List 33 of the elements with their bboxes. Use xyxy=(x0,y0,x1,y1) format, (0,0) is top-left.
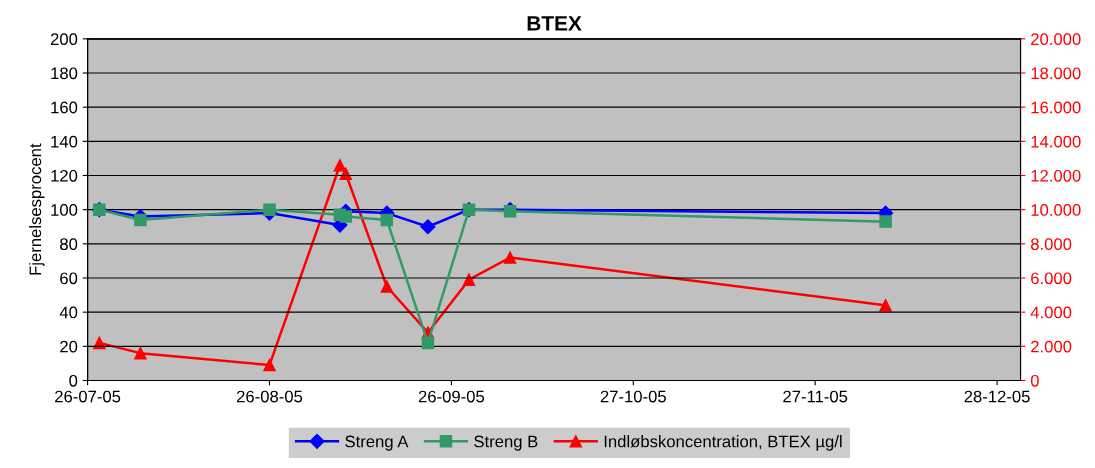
y-axis-title: Fjernelsesprocent xyxy=(28,143,45,275)
legend-label: Indløbskoncentration, BTEX µg/l xyxy=(604,435,842,451)
legend-label: Streng A xyxy=(345,435,409,451)
y2-tick-label: 18.000 xyxy=(1031,67,1081,80)
y2-tick-label: 2.000 xyxy=(1031,340,1072,353)
y-tick-label: 60 xyxy=(60,272,78,285)
y2-tick-label: 20.000 xyxy=(1031,33,1081,46)
y2-tick-label: 4.000 xyxy=(1030,306,1072,319)
y-tick-label: 40 xyxy=(59,306,78,319)
y2-tick-label: 6.000 xyxy=(1031,272,1072,285)
y-tick-label: 180 xyxy=(51,67,78,80)
x-tick-label: 26-07-05 xyxy=(55,390,121,403)
x-tick-label: 26-08-05 xyxy=(236,390,303,403)
y2-tick-label: 0 xyxy=(1030,374,1039,387)
legend-label: Streng B xyxy=(474,435,538,451)
y2-tick-label: 12.000 xyxy=(1031,169,1081,182)
y-tick-label: 120 xyxy=(51,169,78,182)
y-tick-label: 200 xyxy=(50,33,78,46)
x-tick-label: 28-12-05 xyxy=(964,390,1030,403)
x-tick-label: 27-10-05 xyxy=(600,390,666,403)
chart-title: BTEX xyxy=(527,16,582,31)
x-tick-label: 26-09-05 xyxy=(418,390,485,403)
y-tick-label: 100 xyxy=(51,204,78,216)
y2-tick-label: 14.000 xyxy=(1031,135,1081,148)
y2-tick-label: 8.000 xyxy=(1030,238,1072,251)
y-tick-label: 140 xyxy=(51,135,78,148)
y-tick-label: 20 xyxy=(60,340,78,353)
y-tick-label: 80 xyxy=(60,238,78,251)
y2-tick-label: 16.000 xyxy=(1031,101,1081,114)
x-tick-label: 27-11-05 xyxy=(783,390,848,403)
y-tick-label: 0 xyxy=(69,374,78,387)
y2-tick-label: 10.000 xyxy=(1031,204,1081,216)
y-tick-label: 160 xyxy=(51,101,78,114)
